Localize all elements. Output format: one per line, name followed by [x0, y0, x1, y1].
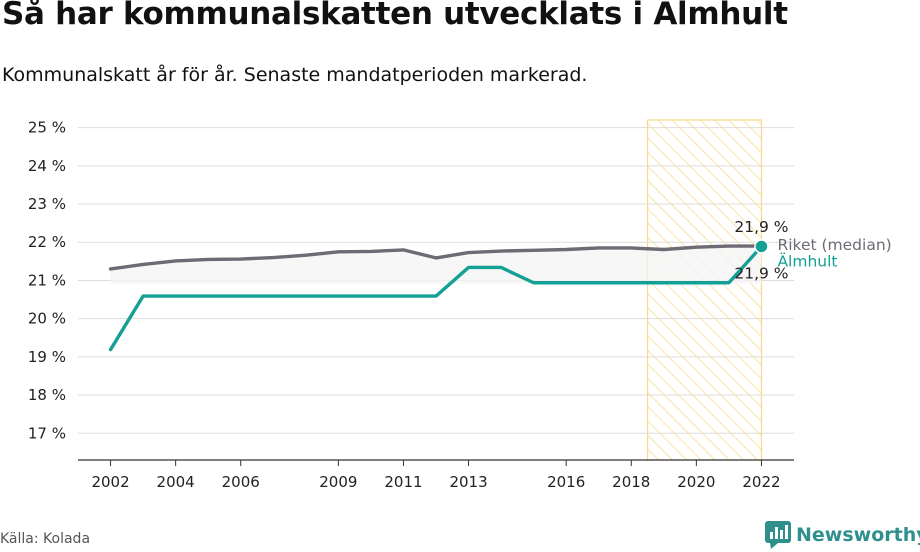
riket-band [110, 246, 762, 284]
series-line-riket [108, 244, 764, 271]
series-line-almhult [108, 244, 764, 352]
y-tick-label: 21 % [28, 271, 66, 289]
x-tick-label: 2006 [222, 473, 260, 491]
y-tick-label: 18 % [28, 386, 66, 404]
x-tick-label: 2018 [612, 473, 650, 491]
chart-title: Så har kommunalskatten utvecklats i Älmh… [2, 0, 788, 32]
x-tick-label: 2004 [157, 473, 195, 491]
y-tick-label: 25 % [28, 119, 66, 137]
x-tick-label: 2013 [449, 473, 487, 491]
highlight-period-area [646, 119, 763, 461]
x-tick-label: 2009 [319, 473, 357, 491]
source-note: Källa: Kolada [0, 531, 91, 547]
highlight-period [646, 119, 763, 461]
almhult-end-point [754, 239, 769, 254]
x-tick-label: 2020 [677, 473, 715, 491]
y-tick-label: 20 % [28, 310, 66, 328]
axes: 17 % 18 % 19 % 20 % 21 % 22 % 23 % 24 % 25 % 2002… [28, 119, 794, 491]
x-tick-label: 2022 [742, 473, 780, 491]
value-label-riket: 21,9 % [734, 218, 788, 236]
series-label-riket: Riket (median) [777, 236, 891, 254]
y-tick-label: 19 % [28, 348, 66, 366]
x-tick-label: 2016 [547, 473, 585, 491]
series-lines [108, 239, 769, 352]
brand-name: Newsworthy [796, 524, 920, 546]
newsworthy-logo-icon [765, 521, 791, 549]
chart-subtitle: Kommunalskatt år för år. Senaste mandatp… [2, 64, 588, 86]
brand-logo: Newsworthy [765, 520, 920, 550]
y-tick-label: 23 % [28, 195, 66, 213]
riket-band-area [110, 246, 762, 284]
series-label-almhult: Älmhult [777, 251, 837, 270]
value-label-almhult: 21,9 % [734, 264, 788, 282]
y-tick-label: 22 % [28, 233, 66, 251]
x-tick-label: 2002 [91, 473, 129, 491]
y-tick-label: 17 % [28, 424, 66, 442]
x-tick-label: 2011 [384, 473, 422, 491]
y-tick-label: 24 % [28, 157, 66, 175]
